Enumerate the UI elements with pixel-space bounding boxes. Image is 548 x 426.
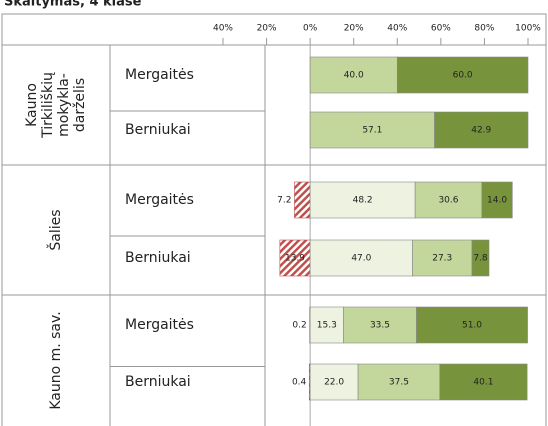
bar-segment bbox=[414, 181, 483, 219]
x-tick-label: 40% bbox=[213, 24, 233, 34]
bar-segment bbox=[416, 306, 528, 344]
bar-segment bbox=[343, 306, 417, 344]
bar-segment bbox=[471, 239, 490, 277]
category-label: Berniukai bbox=[125, 250, 191, 266]
bar-segment bbox=[294, 181, 311, 219]
value-label: 14.0 bbox=[487, 196, 507, 206]
group-label: Kauno bbox=[24, 83, 40, 127]
x-tick-label: 0% bbox=[303, 24, 318, 34]
bar-segment bbox=[309, 111, 435, 149]
group-label: darželis bbox=[72, 78, 88, 132]
category-label: Mergaitės bbox=[125, 192, 194, 208]
value-label: 40.0 bbox=[344, 71, 364, 81]
bar-segment bbox=[357, 363, 441, 401]
bar-segment bbox=[434, 111, 529, 149]
group-label: Šalies bbox=[46, 209, 64, 250]
value-label: 42.9 bbox=[471, 126, 491, 136]
value-label: 51.0 bbox=[462, 321, 482, 331]
category-label: Mergaitės bbox=[125, 317, 194, 333]
value-label: 57.1 bbox=[362, 126, 382, 136]
value-label: 0.2 bbox=[292, 321, 306, 331]
value-label: 47.0 bbox=[351, 254, 371, 264]
bar-segment bbox=[396, 56, 529, 94]
value-label: 7.2 bbox=[277, 196, 291, 206]
group-label: Kauno m. sav. bbox=[48, 311, 64, 409]
bar-segment bbox=[309, 56, 398, 94]
value-label: 13.9 bbox=[285, 254, 305, 264]
value-label: 33.5 bbox=[370, 321, 390, 331]
bar-segment bbox=[439, 363, 528, 401]
value-label: 27.3 bbox=[432, 254, 452, 264]
x-tick-label: 100% bbox=[515, 24, 541, 34]
chart-title: Skaitymas, 4 klasė bbox=[4, 0, 142, 10]
frame bbox=[1, 13, 547, 426]
group-label: Tirkiliškių bbox=[40, 72, 56, 139]
category-label: Mergaitės bbox=[125, 67, 194, 83]
x-tick-label: 20% bbox=[257, 24, 277, 34]
bar-segment bbox=[412, 239, 473, 277]
value-label: 40.1 bbox=[473, 378, 493, 388]
value-label: 15.3 bbox=[317, 321, 337, 331]
bar-segment bbox=[481, 181, 513, 219]
x-tick-label: 80% bbox=[474, 24, 494, 34]
x-tick-label: 40% bbox=[387, 24, 407, 34]
value-label: 37.5 bbox=[389, 378, 409, 388]
x-tick-label: 20% bbox=[344, 24, 364, 34]
value-label: 48.2 bbox=[353, 196, 373, 206]
value-label: 7.8 bbox=[473, 254, 488, 264]
value-label: 30.6 bbox=[438, 196, 458, 206]
category-label: Berniukai bbox=[125, 122, 191, 138]
x-tick-label: 60% bbox=[431, 24, 451, 34]
bar-segment bbox=[309, 306, 344, 344]
bar-segment bbox=[279, 239, 311, 277]
category-label: Berniukai bbox=[125, 374, 191, 390]
group-label: mokykla- bbox=[56, 73, 72, 137]
value-label: 60.0 bbox=[453, 71, 473, 81]
value-label: 0.4 bbox=[292, 378, 307, 388]
value-label: 22.0 bbox=[324, 378, 344, 388]
